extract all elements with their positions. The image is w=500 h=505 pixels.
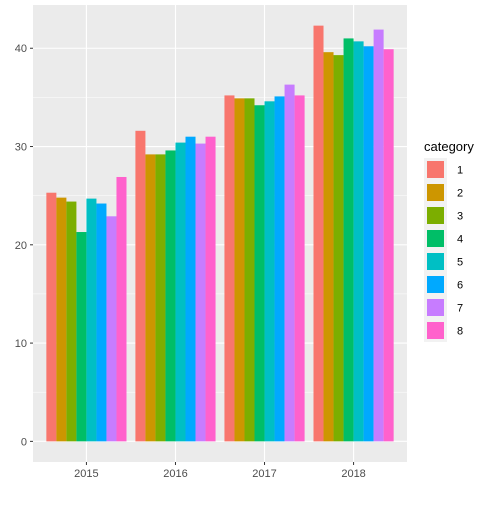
bar-2015-category-1 xyxy=(46,192,57,442)
legend-key-swatch xyxy=(427,253,444,270)
legend-key-swatch xyxy=(427,184,444,201)
bar-2017-category-5 xyxy=(264,101,275,442)
bar-2018-category-2 xyxy=(323,52,334,442)
bar-2016-category-5 xyxy=(175,142,186,442)
legend-label: 1 xyxy=(457,165,463,177)
legend-key-swatch xyxy=(427,161,444,178)
bar-2015-category-2 xyxy=(56,197,67,442)
legend-key-swatch xyxy=(427,322,444,339)
bar-2017-category-7 xyxy=(284,84,295,442)
x-tick-label: 2015 xyxy=(74,468,98,480)
legend-label: 5 xyxy=(457,257,463,269)
y-tick-label: 40 xyxy=(15,43,27,55)
legend-key-swatch xyxy=(427,207,444,224)
legend-key-swatch xyxy=(427,230,444,247)
bar-2017-category-2 xyxy=(234,98,245,442)
bar-2016-category-6 xyxy=(185,136,196,442)
legend-label: 7 xyxy=(457,303,463,315)
bar-2018-category-4 xyxy=(343,38,354,442)
bar-2017-category-6 xyxy=(274,96,285,442)
legend: category 1 2 3 4 5 6 7 8 xyxy=(424,139,474,342)
bar-2016-category-3 xyxy=(155,154,166,442)
legend-items: 1 2 3 4 5 6 7 8 xyxy=(424,158,463,342)
bar-2016-category-2 xyxy=(145,154,156,442)
legend-label: 4 xyxy=(457,234,463,246)
bar-2016-category-1 xyxy=(135,130,146,442)
bar-2015-category-3 xyxy=(66,201,77,442)
x-tick-label: 2016 xyxy=(163,468,187,480)
y-tick-label: 0 xyxy=(21,436,27,448)
legend-key-swatch xyxy=(427,299,444,316)
bar-2015-category-5 xyxy=(86,198,97,442)
bar-2017-category-4 xyxy=(254,105,265,442)
bar-2018-category-5 xyxy=(353,41,364,442)
bar-2018-category-8 xyxy=(383,49,394,442)
bar-2015-category-8 xyxy=(116,176,127,442)
bar-2015-category-4 xyxy=(76,232,87,442)
legend-label: 8 xyxy=(457,326,463,338)
x-tick-label: 2018 xyxy=(341,468,365,480)
bar-2018-category-3 xyxy=(333,55,344,442)
legend-label: 6 xyxy=(457,280,463,292)
legend-title: category xyxy=(424,139,474,154)
bar-2016-category-4 xyxy=(165,150,176,442)
y-tick-label: 20 xyxy=(15,240,27,252)
bar-2016-category-8 xyxy=(205,136,216,442)
bar-2015-category-6 xyxy=(96,203,107,442)
axes: 0 10 20 30 40 2015 2016 2017 2018 xyxy=(15,43,366,480)
y-tick-label: 30 xyxy=(15,142,27,154)
y-tick-label: 10 xyxy=(15,338,27,350)
bar-2017-category-8 xyxy=(294,95,305,442)
bar-2018-category-1 xyxy=(313,25,324,442)
legend-label: 2 xyxy=(457,188,463,200)
bar-2018-category-6 xyxy=(363,46,374,442)
bar-2017-category-3 xyxy=(244,98,255,442)
bar-2016-category-7 xyxy=(195,143,206,442)
bars xyxy=(46,25,394,442)
legend-label: 3 xyxy=(457,211,463,223)
bar-2018-category-7 xyxy=(373,29,384,442)
legend-key-swatch xyxy=(427,276,444,293)
bar-2015-category-7 xyxy=(106,216,117,442)
bar-2017-category-1 xyxy=(224,95,235,442)
x-tick-label: 2017 xyxy=(252,468,276,480)
